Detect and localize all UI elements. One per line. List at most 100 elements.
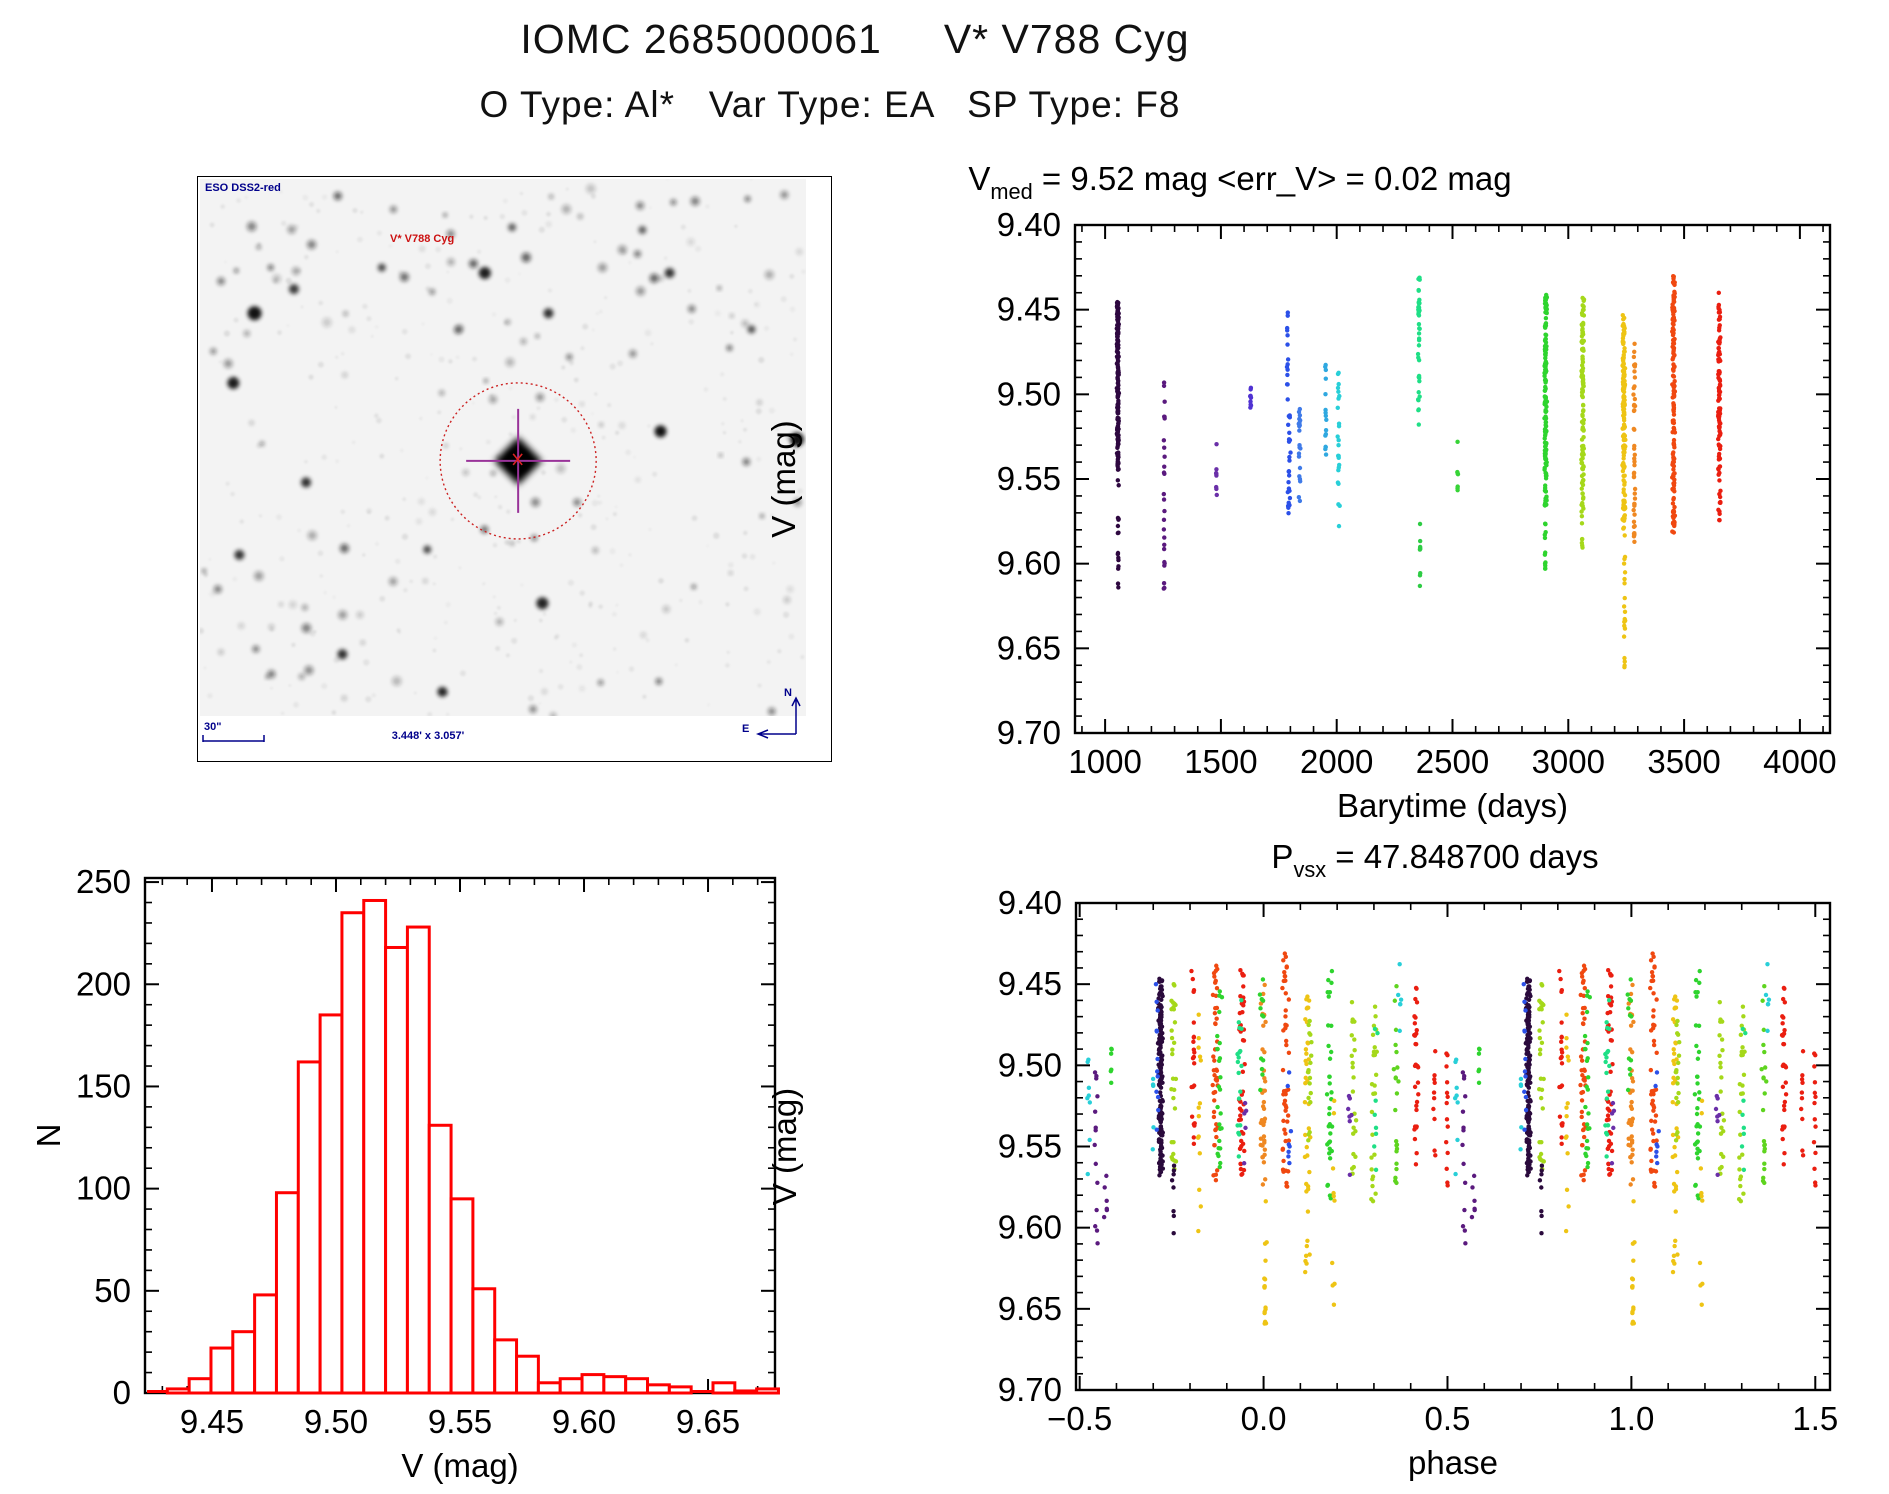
noise-dot [569,660,572,664]
scatter-point [1469,1214,1475,1220]
scatter-point [1718,406,1723,411]
scatter-point [1329,1148,1334,1154]
scatter-point [1115,515,1121,521]
noise-dot [725,602,730,607]
scatter-point [1350,1060,1355,1066]
noise-dot [376,417,382,424]
noise-dot [477,495,482,500]
scatter-point [1671,405,1677,410]
noise-dot [571,642,577,648]
scatter-point [1630,1310,1635,1316]
star [580,402,584,406]
scatter-point [1285,1113,1291,1118]
scatter-point [1604,1132,1610,1137]
scatter-point [1606,1161,1611,1166]
scatter-point [1461,1161,1466,1167]
scatter-point [1283,1026,1288,1031]
scatter-point [1626,1136,1631,1141]
scatter-point [1455,439,1460,445]
scatter-point [1631,519,1637,524]
scatter-point [1780,1033,1785,1038]
star [307,240,317,250]
scatter-point [1672,1153,1678,1158]
scatter-point [1672,504,1677,510]
scatter-point [1323,413,1329,419]
scatter-point [1413,1162,1419,1167]
noise-dot [446,270,449,273]
scatter-point [1630,982,1635,988]
scatter-point [1582,985,1588,991]
star [577,214,583,220]
scatter-point [1543,310,1548,315]
scatter-point [1416,355,1421,360]
noise-dot [609,548,616,555]
scatter-point [1162,414,1167,420]
noise-dot [766,660,771,664]
scatter-point [1671,519,1677,524]
noise-dot [763,325,770,331]
star [267,264,274,271]
scatter-point [1413,985,1419,991]
scatter-point [1721,1129,1726,1134]
scatter-point [1296,451,1302,456]
scatter-point [1189,968,1194,974]
noise-dot [508,432,513,437]
scatter-point [1155,1056,1160,1062]
scatter-point [1455,487,1460,493]
bright-star [337,649,348,660]
bright-star [664,267,675,278]
scatter-point [1285,310,1291,315]
scatter-point [1611,1108,1617,1113]
scatter-point [1285,313,1290,318]
star [687,305,696,313]
scatter-point [1285,1169,1291,1174]
scatter-point [1631,426,1637,432]
scatter-point [1698,1283,1703,1288]
scatter-point [1671,276,1676,281]
scatter-point [1158,1149,1163,1154]
scatter-point [1305,1069,1311,1075]
scatter-point [1160,1159,1165,1164]
scatter-point [1566,1204,1571,1209]
scatter-point [1212,1098,1217,1103]
noise-dot [403,588,408,593]
scatter-point [1286,1087,1291,1092]
scatter-point [1799,1096,1805,1101]
y-tick-label: 9.70 [998,1371,1062,1408]
noise-dot [561,365,566,370]
scatter-point [1538,1095,1544,1101]
scatter-point [1239,1108,1244,1113]
star [388,577,398,586]
scatter-point [1238,1161,1243,1166]
scatter-point [1525,1164,1531,1170]
scatter-point [1236,1070,1241,1076]
noise-dot [553,635,558,640]
scatter-point [1632,369,1637,374]
scatter-point [1212,1010,1218,1016]
scatter-point [1761,1076,1766,1081]
x-tick-label: 4000 [1763,743,1836,780]
noise-dot [633,455,636,459]
scatter-point [1331,1302,1337,1307]
scatter-point [1236,1020,1242,1025]
noise-dot [520,583,524,587]
scatter-point [1582,1005,1587,1011]
scatter-point [1284,1042,1289,1048]
scatter-point [1607,1063,1612,1069]
scatter-point [1632,362,1638,367]
plot-title: Vmed = 9.52 mag <err_V> = 0.02 mag [968,160,1511,204]
scatter-point [1652,1184,1658,1189]
scatter-point [1524,1046,1530,1052]
scatter-point [1631,1305,1636,1310]
star [730,314,734,318]
scatter-point [1539,1213,1544,1219]
y-tick-label: 9.45 [998,965,1062,1002]
scatter-point [1445,1124,1450,1129]
scatter-point [1336,438,1341,443]
scatter-point [1610,1100,1616,1106]
bright-star [747,325,756,334]
star [423,578,428,584]
scatter-point [1717,396,1722,401]
scatter-point [1542,416,1547,421]
scatter-point [1416,422,1421,427]
